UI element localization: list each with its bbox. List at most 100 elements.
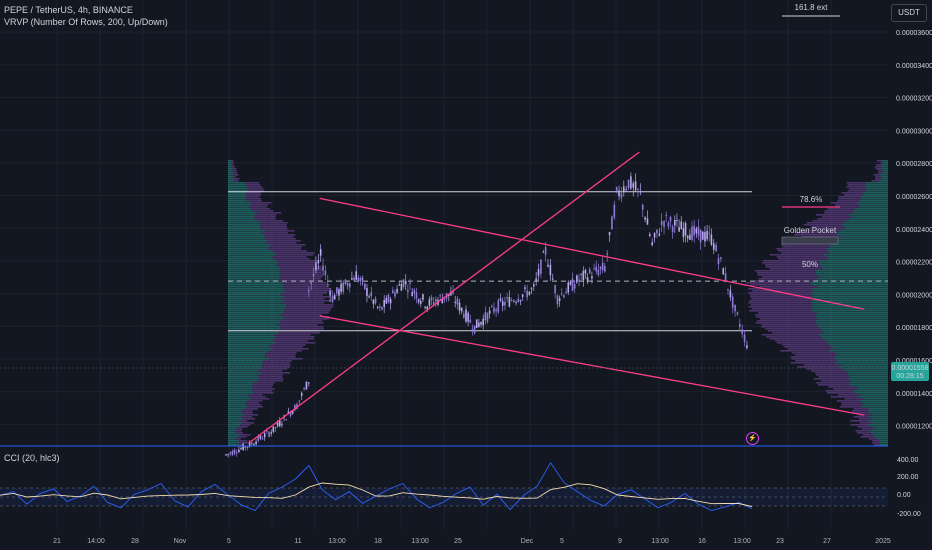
candle-body (715, 245, 717, 251)
volume-profile-bar (228, 404, 246, 406)
candle-body (364, 284, 366, 289)
candle-body (303, 388, 305, 389)
volume-profile-bar (285, 300, 331, 302)
volume-profile-bar (817, 278, 888, 280)
volume-profile-bar (244, 408, 257, 410)
volume-profile-bar (828, 386, 855, 388)
time-tick-label: 5 (560, 538, 564, 545)
volume-profile-bar (821, 336, 888, 338)
volume-profile-bar (228, 376, 258, 378)
candle-body (572, 279, 574, 291)
time-axis[interactable]: 21 14:00 28 Nov 5 11 13:00 18 13:00 25 Dec 5 9 13:00 1… (53, 538, 891, 545)
volume-profile-bar (228, 312, 283, 314)
volume-profile-bar (228, 406, 247, 408)
volume-profile-bar (273, 258, 310, 260)
candle-body (656, 230, 658, 234)
candle-body (322, 265, 324, 270)
volume-profile-bar (228, 248, 268, 250)
volume-profile-bar (228, 362, 262, 364)
volume-profile-bar (228, 386, 252, 388)
volume-profile-bar (750, 284, 812, 286)
volume-profile-bar (228, 444, 236, 446)
candle-body (480, 322, 482, 325)
volume-profile-bar (266, 352, 297, 354)
volume-profile-bar (228, 282, 282, 284)
candle-body (570, 282, 572, 285)
volume-profile-bar (228, 294, 280, 296)
volume-profile-bar (757, 272, 816, 274)
candle-body (238, 450, 240, 452)
volume-profile-bar (854, 390, 888, 392)
candle-body (349, 283, 351, 287)
candle-body (497, 300, 499, 312)
volume-profile-bar (228, 340, 272, 342)
candle-body (557, 295, 559, 304)
time-tick-label: 5 (227, 538, 231, 545)
candle-body (621, 194, 623, 198)
volume-profile-bar (280, 314, 322, 316)
volume-profile-bar (281, 326, 324, 328)
volume-profile-bar (777, 256, 827, 258)
volume-profile-bar (273, 334, 310, 336)
candle-body (526, 291, 528, 298)
candle-body (435, 299, 437, 301)
volume-profile-bar (833, 348, 888, 350)
volume-profile-bar (884, 162, 888, 164)
volume-profile-bar (837, 400, 860, 402)
time-tick-label: 28 (131, 538, 139, 545)
volume-profile-bar (876, 168, 881, 170)
candle-body (722, 268, 724, 274)
volume-profile-bar (236, 430, 242, 432)
cci-indicator-label[interactable]: CCI (20, hlc3) (4, 453, 60, 463)
volume-profile-bar (815, 270, 888, 272)
volume-profile-bar (265, 354, 295, 356)
volume-profile-bar (228, 328, 281, 330)
volume-profile-bar (228, 258, 273, 260)
volume-profile-bar (228, 316, 284, 318)
volume-profile-bar (228, 332, 279, 334)
volume-profile-bar (868, 410, 888, 412)
candle-body (500, 299, 502, 301)
lightning-icon[interactable]: ⚡ (746, 432, 759, 445)
volume-profile-bar (816, 320, 888, 322)
volume-profile-bar (228, 250, 272, 252)
volume-profile-bar (770, 338, 823, 340)
candle-body (467, 313, 469, 322)
candle-body (602, 263, 604, 270)
price-tick-label: 0.00002000 (896, 292, 932, 299)
currency-button[interactable]: USDT (891, 4, 927, 22)
volume-profile-bar (228, 434, 240, 436)
volume-profile-bar (228, 290, 285, 292)
candle-body (240, 448, 242, 449)
volume-profile-bar (822, 330, 888, 332)
volume-profile-bar (760, 318, 818, 320)
volume-profile-bar (859, 206, 888, 208)
volume-profile-bar (869, 438, 878, 440)
volume-profile-bar (228, 264, 276, 266)
volume-profile-bar (762, 334, 819, 336)
volume-profile-bar (261, 228, 288, 230)
volume-profile-bar (866, 184, 888, 186)
volume-profile-bar (837, 360, 888, 362)
candle-body (540, 260, 542, 274)
volume-profile-bar (862, 404, 888, 406)
volume-profile-bar (841, 404, 862, 406)
volume-profile-bar (228, 370, 258, 372)
candle-body (737, 312, 739, 314)
cci-tick-label: -200.00 (897, 511, 921, 518)
candle-body (668, 223, 670, 227)
volume-profile-bar (865, 182, 888, 184)
volume-profile-bar (850, 376, 888, 378)
volume-profile-bar (858, 426, 872, 428)
volume-profile-bar (242, 422, 254, 424)
volume-profile-bar (228, 228, 261, 230)
volume-profile-bar (228, 224, 260, 226)
price-tick-label: 0.00003200 (896, 96, 932, 103)
time-tick-label: 25 (454, 538, 462, 545)
volume-profile-bar (286, 304, 333, 306)
volume-profile-bar (228, 218, 254, 220)
vrvp-indicator-label[interactable]: VRVP (Number Of Rows, 200, Up/Down) (4, 17, 168, 27)
candle-body (635, 181, 637, 190)
candle-body (732, 297, 734, 308)
